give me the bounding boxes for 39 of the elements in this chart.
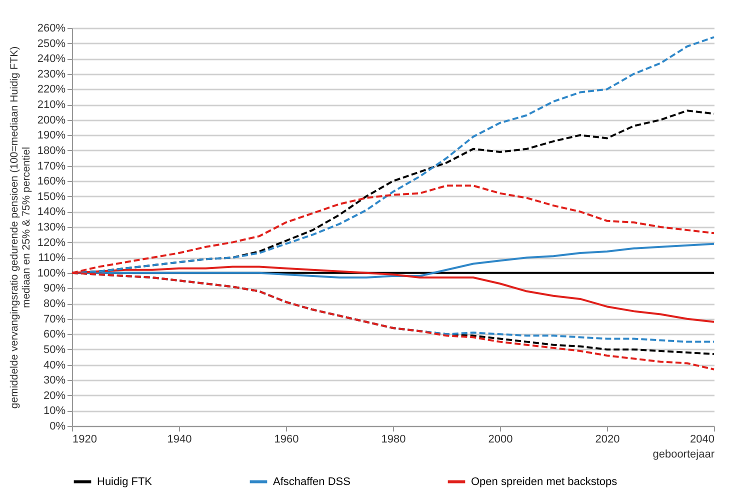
x-axis-title: geboortejaar	[652, 448, 715, 460]
x-tick-label: 1940	[167, 434, 192, 446]
y-axis-title: gemiddelde vervangingsratio gedurende pensioen (100=mediaan Huidig FTK) mediaan en 25% & 75% percentiel	[8, 46, 32, 409]
y-tick-label: 110%	[38, 252, 66, 264]
x-tick-label: 2000	[488, 434, 513, 446]
y-tick-label: 240%	[37, 53, 66, 66]
y-tick-label: 170%	[37, 160, 66, 172]
y-tick-label: 50%	[43, 344, 66, 356]
y-tick-label: 100%	[37, 267, 66, 280]
y-tick-label: 210%	[37, 99, 66, 112]
y-tick-label: 160%	[37, 176, 66, 188]
y-tick-label: 200%	[37, 114, 66, 126]
y-tick-label: 190%	[37, 130, 66, 142]
x-tick-label: 1920	[72, 434, 97, 446]
x-tick-label: 2040	[690, 434, 714, 446]
y-tick-label: 140%	[37, 206, 66, 218]
y-tick-label: 10%	[43, 405, 66, 418]
legend-label: Afschaffen DSS	[273, 476, 350, 488]
y-tick-label: 90%	[43, 282, 66, 295]
y-tick-label: 20%	[43, 390, 66, 402]
y-tick-label: 80%	[43, 298, 66, 310]
x-tick-label: 1980	[381, 434, 406, 446]
y-tick-label: 250%	[37, 38, 66, 50]
y-tick-label: 180%	[37, 144, 66, 157]
y-tick-label: 230%	[37, 68, 66, 80]
x-tick-label: 2020	[595, 434, 620, 446]
x-tick-label: 1960	[274, 434, 299, 446]
y-tick-label: 70%	[43, 313, 66, 326]
y-tick-label: 40%	[43, 359, 66, 372]
y-tick-label: 150%	[37, 190, 66, 203]
y-tick-label: 220%	[37, 84, 66, 96]
legend-label: Open spreiden met backstops	[471, 476, 618, 488]
legend-label: Huidig FTK	[97, 476, 153, 488]
y-tick-label: 30%	[43, 374, 66, 387]
y-tick-label: 0%	[50, 420, 66, 432]
y-tick-label: 260%	[37, 22, 66, 34]
y-tick-label: 60%	[43, 328, 66, 341]
y-tick-label: 130%	[37, 222, 66, 234]
y-tick-label: 120%	[37, 236, 66, 249]
